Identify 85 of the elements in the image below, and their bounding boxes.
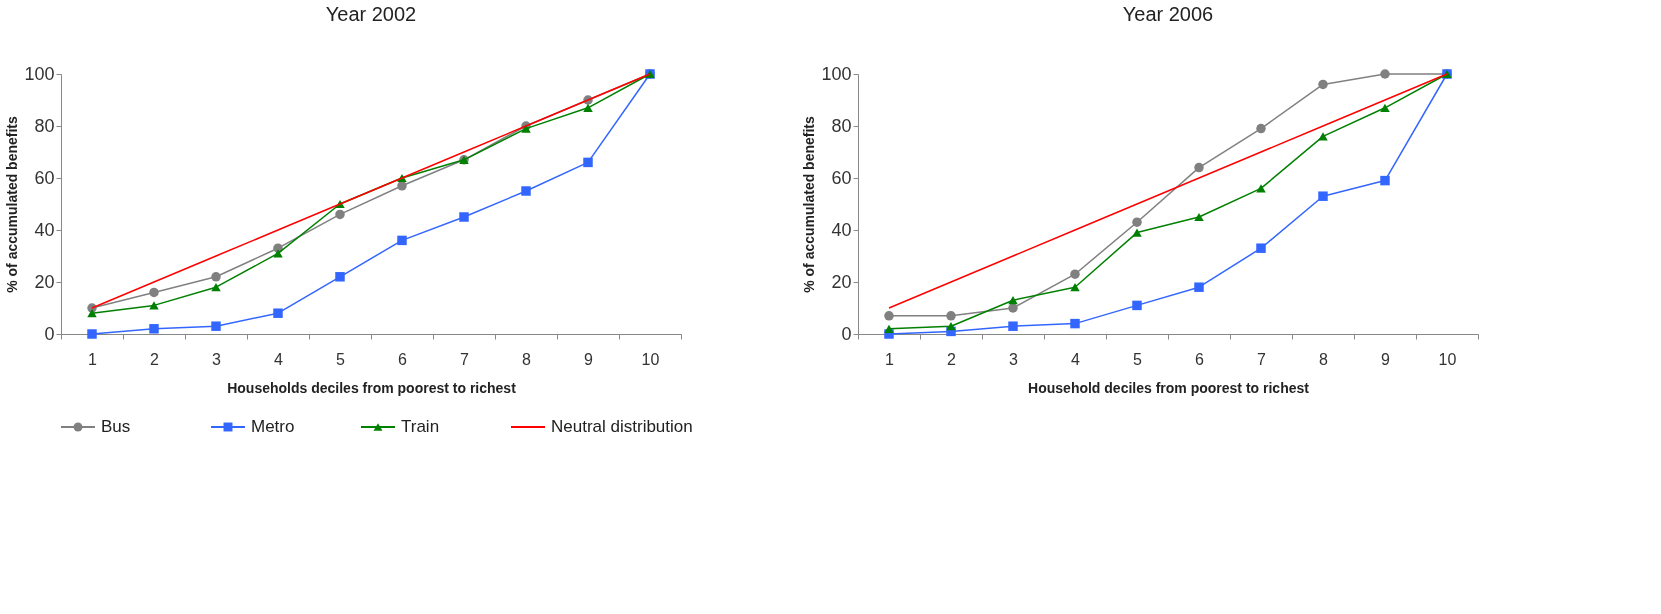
point <box>273 249 283 258</box>
y-axis-title: % of accumulated benefits <box>801 115 818 293</box>
point <box>211 272 221 282</box>
x-tick-label: 4 <box>274 350 284 368</box>
x-tick-label: 8 <box>1319 350 1329 368</box>
y-tick-label: 80 <box>34 115 55 136</box>
point <box>1380 69 1390 79</box>
point <box>87 329 97 339</box>
point <box>1008 321 1018 331</box>
point <box>946 311 956 321</box>
y-axis-title: % of accumulated benefits <box>4 115 21 293</box>
point <box>1194 162 1204 173</box>
x-tick-label: 2 <box>150 350 160 368</box>
point <box>1380 103 1390 112</box>
x-tick-label: 7 <box>1257 350 1267 368</box>
x-tick-label: 2 <box>947 350 957 368</box>
x-tick-label: 8 <box>522 350 532 368</box>
point <box>149 324 159 334</box>
x-tick-label: 9 <box>584 350 594 368</box>
point <box>1380 175 1390 186</box>
point <box>583 103 593 112</box>
point <box>211 283 221 292</box>
point <box>1194 212 1204 222</box>
point <box>211 321 221 331</box>
x-tick-label: 3 <box>1009 350 1019 368</box>
point <box>946 322 956 331</box>
point <box>884 311 894 321</box>
x-tick-label: 5 <box>1133 350 1143 368</box>
point <box>149 301 159 310</box>
point <box>1318 191 1328 201</box>
point <box>397 235 407 246</box>
legend-label: Bus <box>101 417 131 436</box>
point <box>1318 132 1328 141</box>
x-tick-label: 10 <box>1438 350 1457 368</box>
x-tick-label: 10 <box>641 350 660 368</box>
x-tick-label: 1 <box>885 350 895 368</box>
x-tick-label: 7 <box>460 350 470 368</box>
point <box>149 287 159 298</box>
legend-label: Neutral distribution <box>551 417 693 436</box>
y-tick-label: 0 <box>841 323 852 344</box>
point <box>583 157 593 168</box>
point <box>884 324 894 333</box>
y-tick-label: 80 <box>831 115 852 136</box>
point <box>1132 300 1142 311</box>
legend-label: Train <box>401 417 440 436</box>
x-tick-label: 6 <box>398 350 408 368</box>
point <box>521 186 531 196</box>
y-tick-label: 40 <box>34 219 55 240</box>
legend-label: Metro <box>251 417 295 436</box>
x-tick-label: 3 <box>212 350 222 368</box>
y-tick-label: 0 <box>44 323 55 344</box>
y-tick-label: 100 <box>24 63 55 84</box>
point <box>1132 228 1142 237</box>
point <box>1194 282 1204 292</box>
point <box>87 309 97 318</box>
point <box>1070 283 1080 292</box>
point <box>273 308 283 318</box>
point <box>1070 318 1080 329</box>
x-tick-label: 9 <box>1381 350 1391 368</box>
y-tick-label: 20 <box>34 271 55 292</box>
point <box>335 209 345 220</box>
point <box>1008 303 1018 313</box>
point <box>1132 217 1142 227</box>
chart-title: Year 2002 <box>325 3 417 25</box>
point <box>397 181 407 191</box>
y-tick-label: 60 <box>831 167 852 188</box>
x-tick-label: 1 <box>88 350 98 368</box>
x-tick-label: 5 <box>336 350 346 368</box>
x-tick-label: 4 <box>1071 350 1081 368</box>
point <box>1318 79 1328 90</box>
y-tick-label: 100 <box>821 63 852 84</box>
point <box>1256 184 1266 193</box>
x-tick-label: 6 <box>1195 350 1205 368</box>
point <box>1256 243 1266 253</box>
y-tick-label: 40 <box>831 219 852 240</box>
y-tick-label: 60 <box>34 167 55 188</box>
point <box>459 212 469 222</box>
point <box>1008 296 1018 305</box>
x-axis-title: Household deciles from poorest to richest <box>1028 379 1310 396</box>
point <box>1256 123 1266 134</box>
y-tick-label: 20 <box>831 271 852 292</box>
x-axis-title: Households deciles from poorest to richest <box>227 379 517 396</box>
chart-title: Year 2006 <box>1122 3 1214 25</box>
point <box>335 272 345 282</box>
point <box>1070 269 1080 279</box>
